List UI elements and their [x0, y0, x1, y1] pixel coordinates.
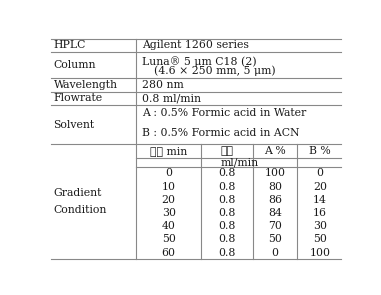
Text: 30: 30: [313, 221, 327, 231]
Text: 0.8: 0.8: [218, 168, 236, 178]
Text: Solvent: Solvent: [53, 119, 94, 130]
Text: HPLC: HPLC: [53, 40, 86, 50]
Text: 20: 20: [162, 195, 176, 205]
Text: 유속: 유속: [221, 146, 234, 156]
Text: 40: 40: [162, 221, 176, 231]
Text: A : 0.5% Formic acid in Water: A : 0.5% Formic acid in Water: [142, 109, 306, 119]
Text: 14: 14: [313, 195, 327, 205]
Text: 100: 100: [264, 168, 285, 178]
Text: 100: 100: [309, 248, 330, 258]
Text: 30: 30: [162, 208, 176, 218]
Text: 0.8: 0.8: [218, 182, 236, 191]
Text: ml/min: ml/min: [221, 157, 259, 167]
Text: 0: 0: [272, 248, 279, 258]
Text: 0.8: 0.8: [218, 221, 236, 231]
Text: 시간 min: 시간 min: [150, 146, 187, 156]
Text: Agilent 1260 series: Agilent 1260 series: [142, 40, 249, 50]
Text: 84: 84: [268, 208, 282, 218]
Text: 0.8: 0.8: [218, 208, 236, 218]
Text: A %: A %: [264, 146, 286, 156]
Text: 0.8: 0.8: [218, 248, 236, 258]
Text: 0.8: 0.8: [218, 234, 236, 244]
Text: 70: 70: [268, 221, 282, 231]
Text: 60: 60: [162, 248, 176, 258]
Text: 10: 10: [162, 182, 176, 191]
Text: 0.8: 0.8: [218, 195, 236, 205]
Text: Gradient: Gradient: [53, 188, 102, 198]
Text: 280 nm: 280 nm: [142, 80, 184, 90]
Text: Flowrate: Flowrate: [53, 93, 102, 103]
Text: Luna® 5 μm C18 (2): Luna® 5 μm C18 (2): [142, 56, 257, 67]
Text: Condition: Condition: [53, 205, 107, 215]
Text: B %: B %: [309, 146, 331, 156]
Text: (4.6 × 250 mm, 5 μm): (4.6 × 250 mm, 5 μm): [154, 65, 275, 76]
Text: Column: Column: [53, 60, 96, 70]
Text: 0: 0: [165, 168, 172, 178]
Text: 20: 20: [313, 182, 327, 191]
Text: 86: 86: [268, 195, 282, 205]
Text: 50: 50: [268, 234, 282, 244]
Text: 0: 0: [317, 168, 323, 178]
Text: 80: 80: [268, 182, 282, 191]
Text: 0.8 ml/min: 0.8 ml/min: [142, 93, 201, 103]
Text: 50: 50: [313, 234, 327, 244]
Text: B : 0.5% Formic acid in ACN: B : 0.5% Formic acid in ACN: [142, 128, 299, 138]
Text: Wavelength: Wavelength: [53, 80, 117, 90]
Text: 50: 50: [162, 234, 176, 244]
Text: 16: 16: [313, 208, 327, 218]
